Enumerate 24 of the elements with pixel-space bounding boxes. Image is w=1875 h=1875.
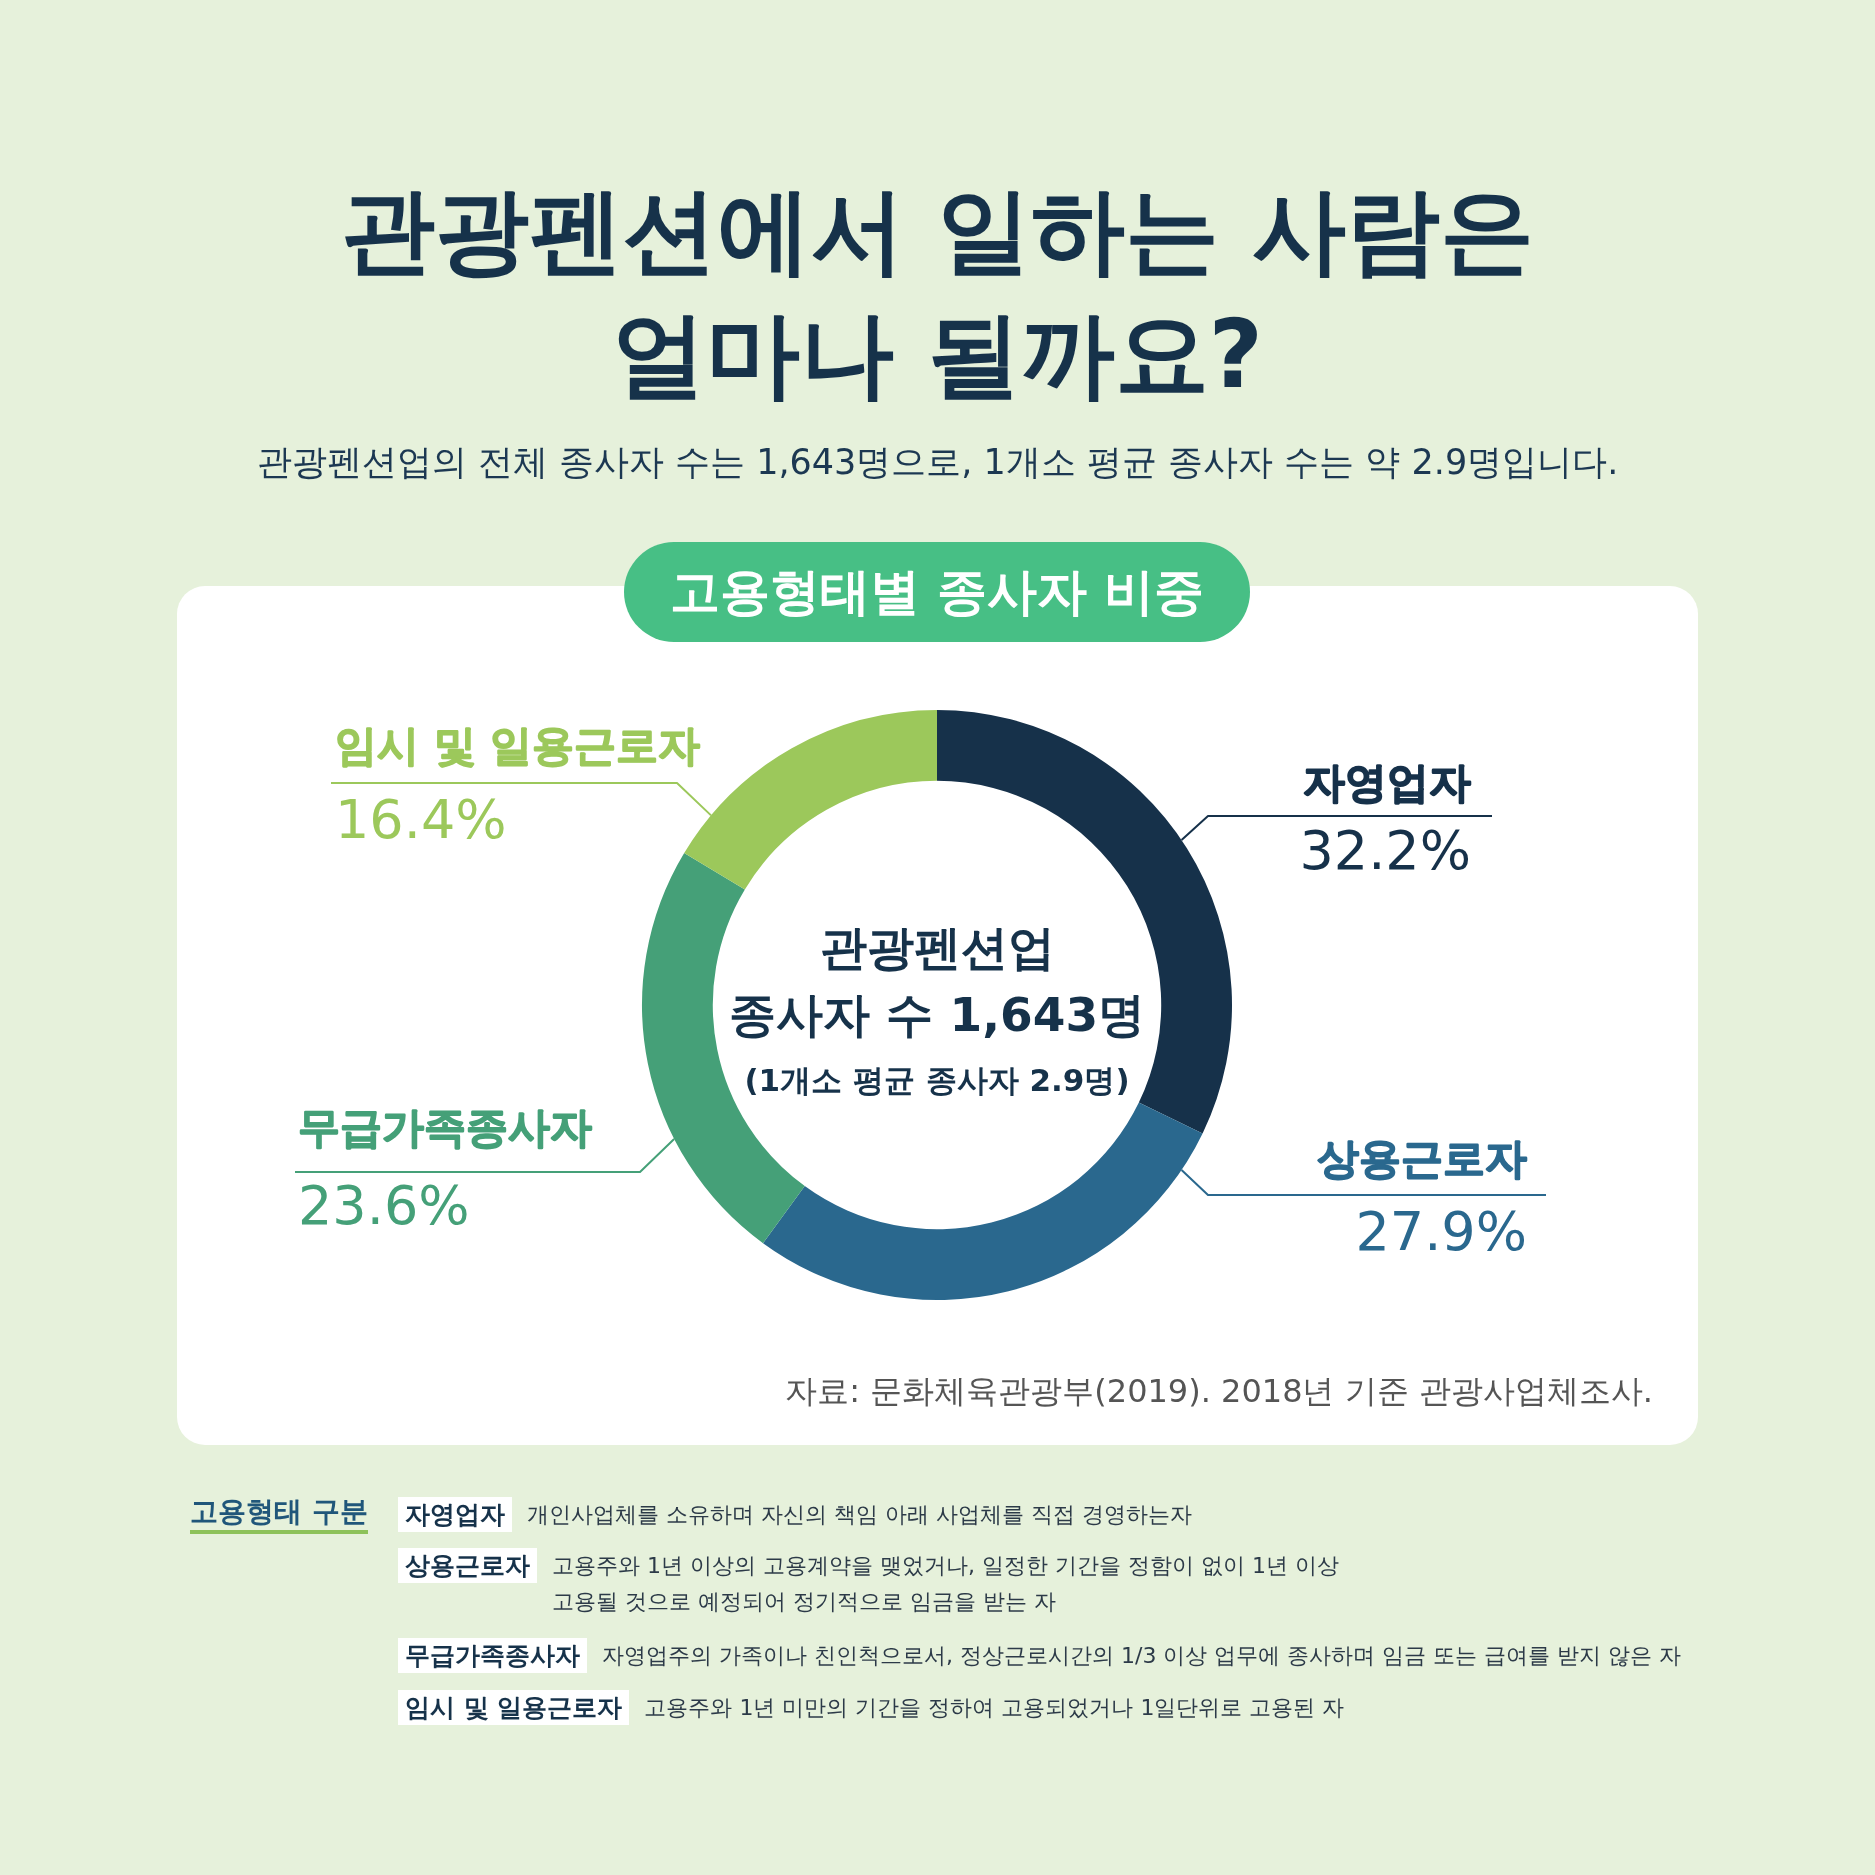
text: 자영업자 xyxy=(398,1497,512,1532)
chart-subtitle: 관광펜션업의 전체 종사자 수는 1,643명으로, 1개소 평균 종사자 수는 약 2.9명입니다. xyxy=(255,441,1620,484)
text: 무급가족종사자 xyxy=(398,1638,587,1673)
text: 고용형태 구분 xyxy=(190,1494,368,1534)
slice-label: 무급가족종사자 xyxy=(298,1102,592,1152)
text: (1개소 평균 종사자 2.9명) xyxy=(743,1061,1131,1100)
text: 자료: 문화체육관광부(2019). 2018년 기준 관광사업체조사. xyxy=(785,1371,1653,1411)
slice-label: 임시 및 일용근로자 xyxy=(335,720,701,770)
chart-title: 관광펜션에서 일하는 사람은 얼마나 될까요? xyxy=(339,175,1536,411)
data-label: 32.2% xyxy=(1299,819,1471,883)
text: 임시 및 일용근로자 xyxy=(398,1690,630,1725)
text: 상용근로자 xyxy=(398,1548,537,1583)
slice-label: 상용근로자 xyxy=(1317,1133,1527,1183)
text: 고용주와 1년 이상의 고용계약을 맺었거나, 일정한 기간을 정함이 없이 1년 이상 고용될 것으로 예정되어 정기적으로 임금을 받는 자 xyxy=(552,1552,1339,1616)
slice-label: 자영업자 xyxy=(1303,757,1471,807)
text: 고용형태별 종사자 비중 xyxy=(624,542,1250,642)
data-label: 16.4% xyxy=(335,788,507,852)
text: 관광펜션업 xyxy=(818,919,1056,977)
text: 종사자 수 1,643명 xyxy=(727,986,1147,1044)
text: 개인사업체를 소유하며 자신의 책임 아래 사업체를 직접 경영하는자 xyxy=(527,1501,1192,1529)
data-label: 23.6% xyxy=(298,1174,470,1238)
text: 고용주와 1년 미만의 기간을 정하여 고용되었거나 1일단위로 고용된 자 xyxy=(644,1694,1345,1722)
text: 자영업주의 가족이나 친인척으로서, 정상근로시간의 1/3 이상 업무에 종사하며 임금 또는 급여를 받지 않은 자 xyxy=(602,1642,1682,1670)
data-label: 27.9% xyxy=(1355,1200,1527,1264)
